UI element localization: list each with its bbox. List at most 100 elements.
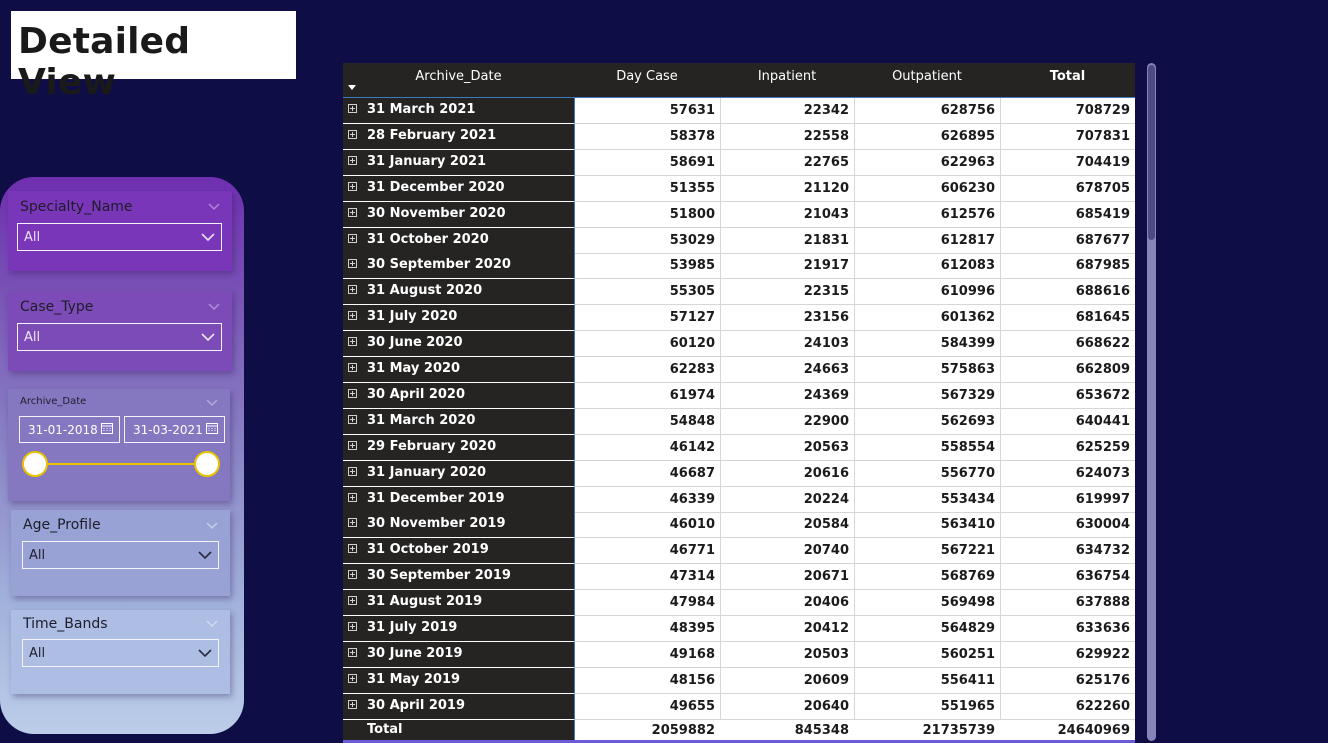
expand-plus-icon[interactable] xyxy=(348,466,357,476)
expand-plus-icon[interactable] xyxy=(348,492,357,502)
cell-total: 629922 xyxy=(1000,641,1135,668)
row-header: 31 March 2020 xyxy=(343,408,574,435)
case-type-dropdown-value: All xyxy=(24,330,41,345)
table-row: 31 July 2019 48395 20412 564829 633636 xyxy=(343,616,1135,642)
expand-plus-icon[interactable] xyxy=(348,699,357,709)
date-range-start-handle[interactable] xyxy=(22,451,48,477)
expand-plus-icon[interactable] xyxy=(348,673,357,683)
expand-plus-icon[interactable] xyxy=(348,647,357,657)
time-bands-slicer-title: Time_Bands xyxy=(23,616,108,632)
cell-inpatient: 20640 xyxy=(720,693,854,720)
cell-inpatient: 24369 xyxy=(720,382,854,409)
start-date-input[interactable]: 31-01-2018 xyxy=(19,416,120,443)
end-date-input[interactable]: 31-03-2021 xyxy=(124,416,225,443)
cell-day-case: 46142 xyxy=(574,434,720,461)
row-date-label: 30 November 2019 xyxy=(367,516,506,532)
cell-inpatient: 20412 xyxy=(720,616,854,642)
cell-total: 625259 xyxy=(1000,434,1135,461)
calendar-icon[interactable] xyxy=(206,422,218,434)
table-scrollbar[interactable] xyxy=(1147,63,1156,741)
expand-plus-icon[interactable] xyxy=(348,363,357,372)
table-row: 31 December 2019 46339 20224 553434 619997 xyxy=(343,486,1135,513)
total-day-case: 2059882 xyxy=(574,719,720,741)
cell-outpatient: 612576 xyxy=(854,201,1000,228)
cell-outpatient: 606230 xyxy=(854,175,1000,202)
time-bands-dropdown[interactable]: All xyxy=(22,639,219,667)
row-date-label: 30 June 2019 xyxy=(367,645,463,661)
chevron-down-icon[interactable] xyxy=(206,620,218,628)
chevron-down-icon[interactable] xyxy=(206,522,218,530)
cell-total: 634732 xyxy=(1000,538,1135,565)
start-date-value: 31-01-2018 xyxy=(28,423,98,437)
expand-plus-icon[interactable] xyxy=(348,622,357,631)
expand-plus-icon[interactable] xyxy=(348,285,357,295)
cell-day-case: 49168 xyxy=(574,641,720,668)
cell-outpatient: 563410 xyxy=(854,512,1000,539)
expand-plus-icon[interactable] xyxy=(348,414,357,424)
totals-label: Total xyxy=(367,721,403,737)
age-profile-slicer: Age_Profile All xyxy=(11,510,230,596)
column-header-inpatient[interactable]: Inpatient xyxy=(757,69,817,84)
expand-plus-icon[interactable] xyxy=(348,570,357,580)
calendar-icon[interactable] xyxy=(101,422,113,434)
cell-total: 622260 xyxy=(1000,693,1135,720)
expand-plus-icon[interactable] xyxy=(348,259,357,269)
cell-day-case: 57127 xyxy=(574,305,720,332)
row-header: 30 April 2020 xyxy=(343,382,574,409)
column-header-total[interactable]: Total xyxy=(1049,69,1086,84)
date-range-end-handle[interactable] xyxy=(194,451,220,477)
row-date-label: 30 June 2020 xyxy=(367,335,463,351)
age-profile-dropdown[interactable]: All xyxy=(22,541,219,569)
cell-outpatient: 560251 xyxy=(854,641,1000,668)
row-header: 29 February 2020 xyxy=(343,434,574,461)
expand-plus-icon[interactable] xyxy=(348,518,357,528)
chevron-down-icon[interactable] xyxy=(206,399,218,407)
case-type-dropdown[interactable]: All xyxy=(17,323,222,351)
expand-plus-icon[interactable] xyxy=(348,596,357,606)
cell-inpatient: 20584 xyxy=(720,512,854,539)
row-date-label: 31 January 2020 xyxy=(367,464,487,480)
cell-outpatient: 626895 xyxy=(854,123,1000,150)
date-range-track[interactable] xyxy=(34,463,208,465)
column-header-outpatient[interactable]: Outpatient xyxy=(892,69,962,84)
chevron-down-icon[interactable] xyxy=(208,303,220,311)
row-header: 31 July 2019 xyxy=(343,616,574,642)
cell-outpatient: 575863 xyxy=(854,357,1000,383)
chevron-down-icon[interactable] xyxy=(208,203,220,211)
expand-plus-icon[interactable] xyxy=(348,440,357,450)
table-row: 30 June 2020 60120 24103 584399 668622 xyxy=(343,331,1135,358)
row-header: 31 December 2019 xyxy=(343,486,574,513)
cell-day-case: 58378 xyxy=(574,123,720,150)
expand-plus-icon[interactable] xyxy=(348,233,357,243)
table-row: 30 April 2019 49655 20640 551965 622260 xyxy=(343,693,1135,720)
expand-plus-icon[interactable] xyxy=(348,104,357,113)
expand-plus-icon[interactable] xyxy=(348,388,357,398)
expand-plus-icon[interactable] xyxy=(348,129,357,139)
cell-total: 688616 xyxy=(1000,279,1135,306)
cell-total: 687985 xyxy=(1000,253,1135,280)
cell-day-case: 61974 xyxy=(574,382,720,409)
specialty-dropdown[interactable]: All xyxy=(17,223,222,251)
cell-inpatient: 22315 xyxy=(720,279,854,306)
expand-plus-icon[interactable] xyxy=(348,181,357,191)
cell-outpatient: 569498 xyxy=(854,590,1000,617)
cell-day-case: 49655 xyxy=(574,693,720,720)
sort-desc-icon[interactable] xyxy=(348,85,356,90)
expand-plus-icon[interactable] xyxy=(348,311,357,321)
expand-plus-icon[interactable] xyxy=(348,544,357,554)
row-date-label: 30 April 2020 xyxy=(367,386,466,402)
table-row: 31 October 2019 46771 20740 567221 634732 xyxy=(343,538,1135,565)
column-header-day-case[interactable]: Day Case xyxy=(616,69,678,84)
cell-outpatient: 568769 xyxy=(854,564,1000,591)
cell-total: 624073 xyxy=(1000,460,1135,487)
expand-plus-icon[interactable] xyxy=(348,337,357,347)
cell-outpatient: 558554 xyxy=(854,434,1000,461)
column-header-archive-date[interactable]: Archive_Date xyxy=(415,69,502,84)
scrollbar-thumb[interactable] xyxy=(1148,65,1155,240)
specialty-dropdown-value: All xyxy=(24,230,41,245)
age-profile-dropdown-value: All xyxy=(29,548,46,563)
expand-plus-icon[interactable] xyxy=(348,155,357,165)
expand-plus-icon[interactable] xyxy=(348,207,357,217)
row-date-label: 31 August 2019 xyxy=(367,594,483,610)
cell-inpatient: 22342 xyxy=(720,98,854,124)
